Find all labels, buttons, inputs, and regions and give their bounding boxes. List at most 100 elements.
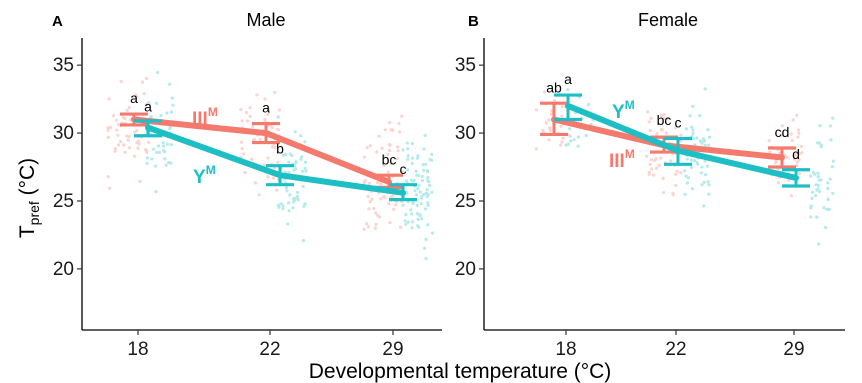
- y-axis-title-unit: (°C): [16, 158, 39, 201]
- raw-point: [299, 157, 303, 161]
- raw-point: [793, 153, 797, 157]
- raw-point: [568, 127, 572, 131]
- raw-point: [296, 190, 300, 194]
- raw-point: [106, 126, 110, 130]
- raw-point: [647, 120, 651, 124]
- raw-point: [654, 157, 658, 161]
- raw-point: [686, 176, 691, 180]
- raw-point: [142, 92, 146, 96]
- raw-point: [285, 189, 289, 193]
- raw-point: [257, 193, 261, 197]
- raw-point: [170, 96, 174, 100]
- raw-point: [415, 212, 419, 216]
- raw-point: [144, 148, 148, 152]
- raw-point: [698, 139, 702, 143]
- significance-letter: ab: [546, 79, 562, 95]
- raw-point: [397, 121, 401, 126]
- raw-point: [410, 212, 414, 216]
- raw-point: [366, 194, 370, 199]
- raw-point: [127, 106, 131, 110]
- raw-point: [406, 154, 410, 158]
- raw-point: [426, 176, 430, 180]
- raw-point: [288, 193, 292, 197]
- raw-point: [119, 139, 123, 144]
- series-label-III: IIIM: [192, 105, 218, 130]
- raw-point: [684, 127, 689, 131]
- raw-point: [690, 165, 694, 169]
- raw-point: [152, 147, 156, 151]
- raw-point: [664, 131, 669, 135]
- raw-point: [370, 197, 374, 201]
- raw-point: [145, 156, 149, 160]
- raw-point: [702, 204, 706, 208]
- raw-point: [411, 220, 415, 224]
- raw-point: [263, 97, 267, 101]
- raw-point: [696, 162, 700, 166]
- raw-point: [665, 117, 670, 121]
- raw-point: [243, 170, 247, 175]
- raw-point: [662, 112, 666, 117]
- raw-point: [707, 143, 711, 147]
- raw-point: [698, 113, 702, 118]
- raw-point: [116, 143, 121, 147]
- raw-point: [767, 139, 771, 143]
- raw-point: [380, 146, 384, 150]
- raw-point: [774, 160, 778, 164]
- raw-point: [255, 93, 259, 97]
- raw-point: [816, 171, 820, 175]
- raw-point: [293, 198, 297, 202]
- raw-point: [828, 177, 832, 181]
- raw-point: [674, 172, 678, 176]
- raw-point: [797, 171, 801, 176]
- raw-point: [166, 142, 170, 146]
- raw-point: [655, 166, 659, 170]
- raw-point: [707, 192, 711, 196]
- raw-point: [818, 124, 822, 128]
- raw-point: [810, 196, 814, 200]
- raw-point: [133, 154, 137, 158]
- raw-point: [382, 195, 386, 199]
- raw-point: [661, 176, 665, 180]
- raw-point: [121, 115, 125, 120]
- raw-point: [266, 156, 270, 160]
- raw-point: [239, 108, 243, 112]
- raw-point: [811, 190, 815, 194]
- raw-point: [426, 203, 430, 207]
- y-tick-label: 20: [53, 259, 74, 280]
- x-axis-title: Developmental temperature (°C): [309, 360, 612, 383]
- raw-point: [374, 222, 378, 226]
- raw-point: [377, 215, 382, 219]
- raw-point: [106, 175, 110, 179]
- raw-point: [779, 133, 783, 137]
- raw-point: [367, 207, 371, 211]
- raw-point: [786, 156, 790, 160]
- raw-point: [284, 153, 288, 157]
- raw-point: [659, 113, 663, 118]
- raw-point: [386, 170, 390, 174]
- raw-point: [294, 167, 298, 171]
- raw-point: [547, 138, 551, 142]
- raw-point: [388, 143, 392, 147]
- raw-point: [156, 144, 161, 148]
- raw-point: [584, 133, 588, 138]
- raw-point: [106, 135, 110, 139]
- raw-point: [406, 147, 410, 151]
- raw-point: [705, 164, 710, 168]
- raw-point: [795, 163, 799, 167]
- raw-point: [119, 79, 123, 84]
- raw-point: [424, 191, 428, 195]
- raw-point: [566, 143, 570, 147]
- raw-point: [648, 129, 652, 133]
- raw-point: [419, 202, 423, 206]
- raw-point: [292, 200, 296, 204]
- raw-point: [277, 205, 281, 209]
- raw-point: [657, 163, 662, 167]
- raw-point: [706, 128, 710, 132]
- raw-point: [401, 148, 405, 152]
- raw-point: [115, 128, 119, 132]
- raw-point: [406, 157, 410, 161]
- raw-point: [547, 118, 551, 122]
- raw-point: [292, 168, 296, 172]
- raw-point: [147, 140, 151, 144]
